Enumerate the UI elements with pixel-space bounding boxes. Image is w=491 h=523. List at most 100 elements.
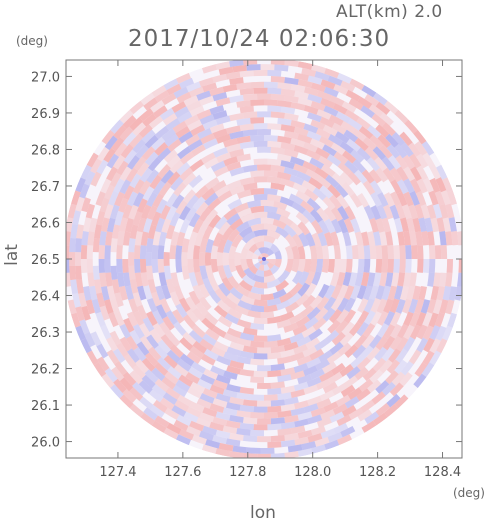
radar-cell bbox=[426, 298, 437, 314]
radar-cell bbox=[185, 296, 198, 312]
radar-cell bbox=[215, 448, 231, 457]
radar-cell bbox=[223, 297, 238, 311]
radar-cell bbox=[406, 285, 416, 301]
radar-cell bbox=[435, 177, 447, 193]
radar-cell bbox=[133, 156, 147, 171]
radar-cell bbox=[101, 373, 115, 389]
radar-cell bbox=[347, 118, 363, 131]
radar-cell bbox=[369, 180, 383, 195]
radar-cell bbox=[348, 272, 358, 287]
radar-cell bbox=[408, 298, 419, 314]
radar-cell bbox=[301, 441, 317, 451]
radar-cell bbox=[264, 411, 278, 419]
radar-cell bbox=[173, 86, 189, 99]
radar-cell bbox=[238, 226, 253, 239]
radar-cell bbox=[229, 287, 244, 300]
radar-cell bbox=[379, 112, 394, 126]
radar-cell bbox=[270, 435, 285, 442]
radar-cell bbox=[186, 100, 202, 112]
radar-cell bbox=[429, 325, 441, 341]
radar-cell bbox=[369, 334, 382, 349]
radar-cell bbox=[210, 345, 226, 358]
radar-cell bbox=[363, 298, 375, 313]
radar-cell bbox=[161, 218, 172, 234]
radar-cell bbox=[382, 335, 396, 351]
radar-cell bbox=[191, 434, 207, 445]
radar-cell bbox=[91, 298, 102, 314]
radar-cell bbox=[119, 285, 128, 301]
radar-cell bbox=[212, 232, 224, 247]
radar-cell bbox=[125, 167, 139, 183]
radar-cell bbox=[318, 350, 333, 363]
radar-cell bbox=[283, 224, 297, 238]
radar-cell bbox=[366, 157, 381, 172]
radar-cell bbox=[246, 64, 261, 71]
radar-cell bbox=[327, 259, 335, 273]
radar-cell bbox=[192, 340, 208, 354]
radar-cell bbox=[370, 311, 382, 326]
radar-cell bbox=[277, 428, 292, 436]
radar-cell bbox=[324, 284, 336, 300]
radar-cell bbox=[372, 412, 388, 426]
radar-cell bbox=[236, 189, 252, 199]
radar-cell bbox=[363, 245, 371, 259]
radar-cell bbox=[329, 341, 344, 355]
radar-cell bbox=[223, 264, 233, 279]
radar-cell bbox=[264, 99, 278, 107]
radar-cell bbox=[270, 417, 286, 425]
radar-cell bbox=[250, 99, 264, 107]
radar-cell bbox=[260, 199, 275, 207]
radar-cell bbox=[422, 152, 435, 168]
radar-cell bbox=[111, 224, 121, 239]
radar-cell bbox=[205, 177, 220, 190]
radar-cell bbox=[264, 134, 278, 142]
radar-cell bbox=[323, 86, 339, 98]
radar-cell bbox=[216, 299, 231, 313]
radar-cell bbox=[215, 97, 231, 107]
radar-cell bbox=[340, 80, 356, 93]
radar-cell bbox=[279, 291, 294, 303]
radar-cell bbox=[421, 231, 429, 246]
radar-cell bbox=[394, 285, 404, 301]
radar-cell bbox=[80, 244, 88, 259]
radar-cell bbox=[199, 251, 206, 267]
radar-cell bbox=[312, 317, 327, 331]
radar-cell bbox=[354, 231, 364, 246]
radar-cell bbox=[166, 349, 181, 364]
radar-cell bbox=[216, 355, 232, 366]
radar-cell bbox=[422, 350, 435, 366]
radar-cell bbox=[239, 141, 255, 150]
radar-cell bbox=[169, 344, 184, 359]
radar-cell bbox=[275, 279, 290, 292]
radar-cell bbox=[319, 116, 335, 128]
radar-cell bbox=[236, 153, 251, 163]
radar-cell bbox=[344, 205, 356, 221]
radar-cell bbox=[253, 424, 268, 431]
radar-cell bbox=[422, 325, 434, 341]
radar-cell bbox=[76, 279, 85, 294]
radar-cell bbox=[195, 301, 209, 317]
radar-cell bbox=[132, 364, 146, 379]
radar-cell bbox=[106, 336, 118, 352]
radar-cell bbox=[178, 429, 195, 441]
radar-cell bbox=[267, 423, 282, 431]
radar-cell bbox=[370, 192, 382, 207]
radar-cell bbox=[239, 176, 255, 186]
radar-cell bbox=[167, 366, 182, 380]
radar-cell bbox=[315, 359, 330, 371]
radar-cell bbox=[406, 217, 416, 233]
radar-cell bbox=[79, 319, 90, 335]
radar-cell bbox=[144, 151, 159, 166]
radar-cell bbox=[411, 245, 418, 259]
radar-cell bbox=[229, 396, 244, 406]
radar-cell bbox=[84, 170, 96, 186]
radar-cell bbox=[343, 129, 359, 143]
radar-cell bbox=[201, 317, 216, 331]
radar-cell bbox=[146, 169, 159, 184]
radar-cell bbox=[377, 192, 389, 207]
radar-cell bbox=[217, 282, 231, 297]
radar-cell bbox=[381, 217, 391, 233]
radar-cell bbox=[110, 238, 118, 253]
radar-cell bbox=[331, 331, 346, 346]
radar-cell bbox=[197, 128, 213, 140]
